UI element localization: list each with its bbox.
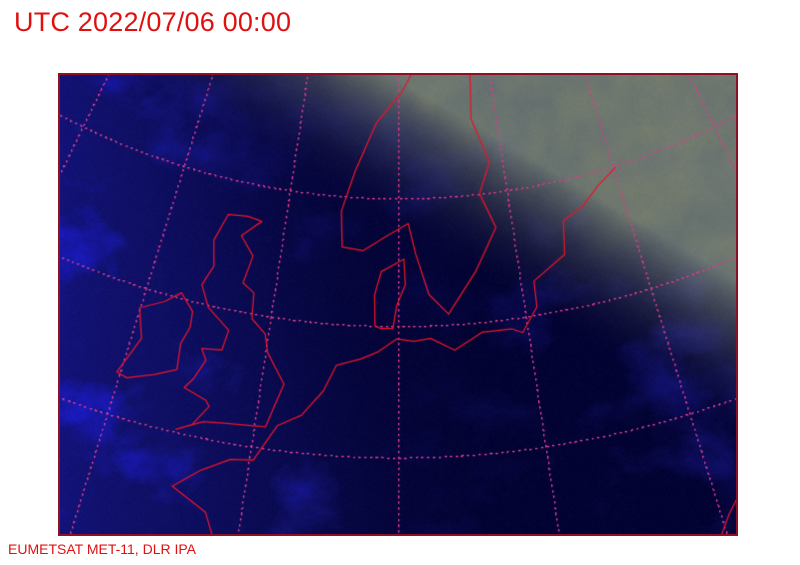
utc-timestamp-label: UTC 2022/07/06 00:00 (14, 7, 292, 37)
satellite-image-canvas (60, 75, 736, 534)
source-credit-label: EUMETSAT MET-11, DLR IPA (8, 541, 197, 557)
satellite-image-panel (58, 73, 738, 536)
